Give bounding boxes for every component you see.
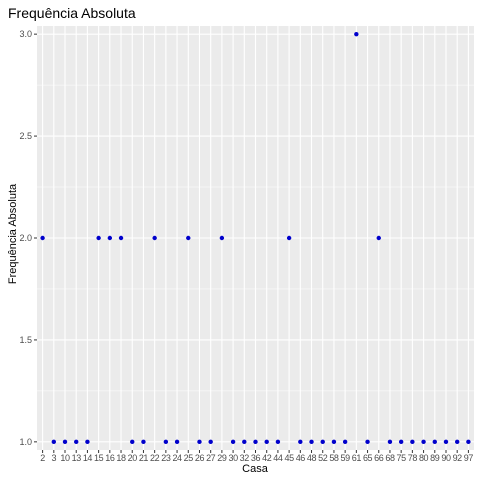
x-tick-label: 30 [228,453,238,463]
x-tick-label: 52 [318,453,328,463]
y-tick-label: 2.0 [19,233,32,243]
data-point [85,439,90,445]
x-tick-label: 92 [453,453,463,463]
x-tick-label: 18 [116,453,126,463]
x-tick-label: 24 [172,453,182,463]
data-point [242,439,247,445]
data-point [40,235,45,241]
x-tick-label: 36 [251,453,261,463]
x-tick-label: 46 [296,453,306,463]
x-tick-label: 29 [217,453,227,463]
data-points [40,31,471,445]
data-point [342,439,348,445]
data-point [141,439,146,445]
x-tick-label: 13 [72,453,82,463]
data-point [264,439,269,445]
x-tick-label: 21 [139,453,149,463]
x-tick-label: 65 [363,453,373,463]
x-tick-label: 3 [52,453,57,463]
y-axis-title: Frequência Absoluta [7,183,19,284]
data-point [387,439,393,445]
data-point [152,235,157,241]
data-point [298,439,303,445]
data-point [275,439,281,445]
data-point [432,439,437,445]
x-tick-label: 66 [374,453,384,463]
x-tick-label: 45 [285,453,295,463]
x-tick-label: 58 [329,453,339,463]
y-tick-label: 1.5 [19,335,32,345]
x-tick-label: 90 [441,453,451,463]
data-point [208,439,213,445]
y-axis: 1.0 1.5 2.0 2.5 3.0 [19,29,37,447]
y-tick-label: 2.5 [19,131,32,141]
x-tick-label: 68 [385,453,395,463]
data-point [219,235,225,241]
x-tick-label: 78 [408,453,418,463]
y-tick-label: 1.0 [19,437,32,447]
data-point [466,439,471,445]
x-tick-label: 10 [60,453,70,463]
data-point [320,439,325,445]
x-tick-label: 23 [161,453,171,463]
x-tick-label: 2 [40,453,45,463]
data-point [62,439,68,445]
data-point [253,439,258,445]
data-point [174,439,180,445]
x-tick-label: 27 [206,453,216,463]
data-point [376,235,381,241]
data-point [107,235,113,241]
x-tick-label: 75 [397,453,407,463]
data-point [163,439,169,445]
x-axis: 2 3 10 13 14 15 16 18 20 21 22 23 24 25 26 27 29 30 32 36 42… [40,450,474,463]
x-tick-label: 20 [128,453,138,463]
data-point [186,235,191,241]
x-tick-label: 25 [184,453,194,463]
x-tick-label: 61 [352,453,362,463]
x-tick-label: 97 [464,453,474,463]
data-point [286,235,292,241]
data-point [454,439,460,445]
x-tick-label: 22 [150,453,160,463]
x-tick-label: 42 [262,453,272,463]
x-tick-label: 15 [94,453,104,463]
x-axis-title: Casa [242,463,269,475]
data-point [51,439,57,445]
data-point [421,439,426,445]
y-tick-label: 3.0 [19,29,32,39]
data-point [443,439,449,445]
x-tick-label: 48 [307,453,317,463]
x-tick-label: 89 [430,453,440,463]
data-point [398,439,404,445]
data-point [365,439,370,445]
x-tick-label: 44 [273,453,283,463]
data-point [410,439,415,445]
data-point [118,235,124,241]
x-tick-label: 59 [341,453,351,463]
chart-title: Frequência Absoluta [8,5,136,21]
x-tick-label: 26 [195,453,205,463]
data-point [230,439,236,445]
data-point [354,31,359,37]
data-point [309,439,314,445]
x-tick-label: 80 [419,453,429,463]
x-tick-label: 16 [105,453,115,463]
data-point [197,439,202,445]
data-point [96,235,101,241]
data-point [331,439,337,445]
data-point [130,439,135,445]
x-tick-label: 32 [240,453,250,463]
data-point [74,439,79,445]
x-tick-label: 14 [83,453,93,463]
